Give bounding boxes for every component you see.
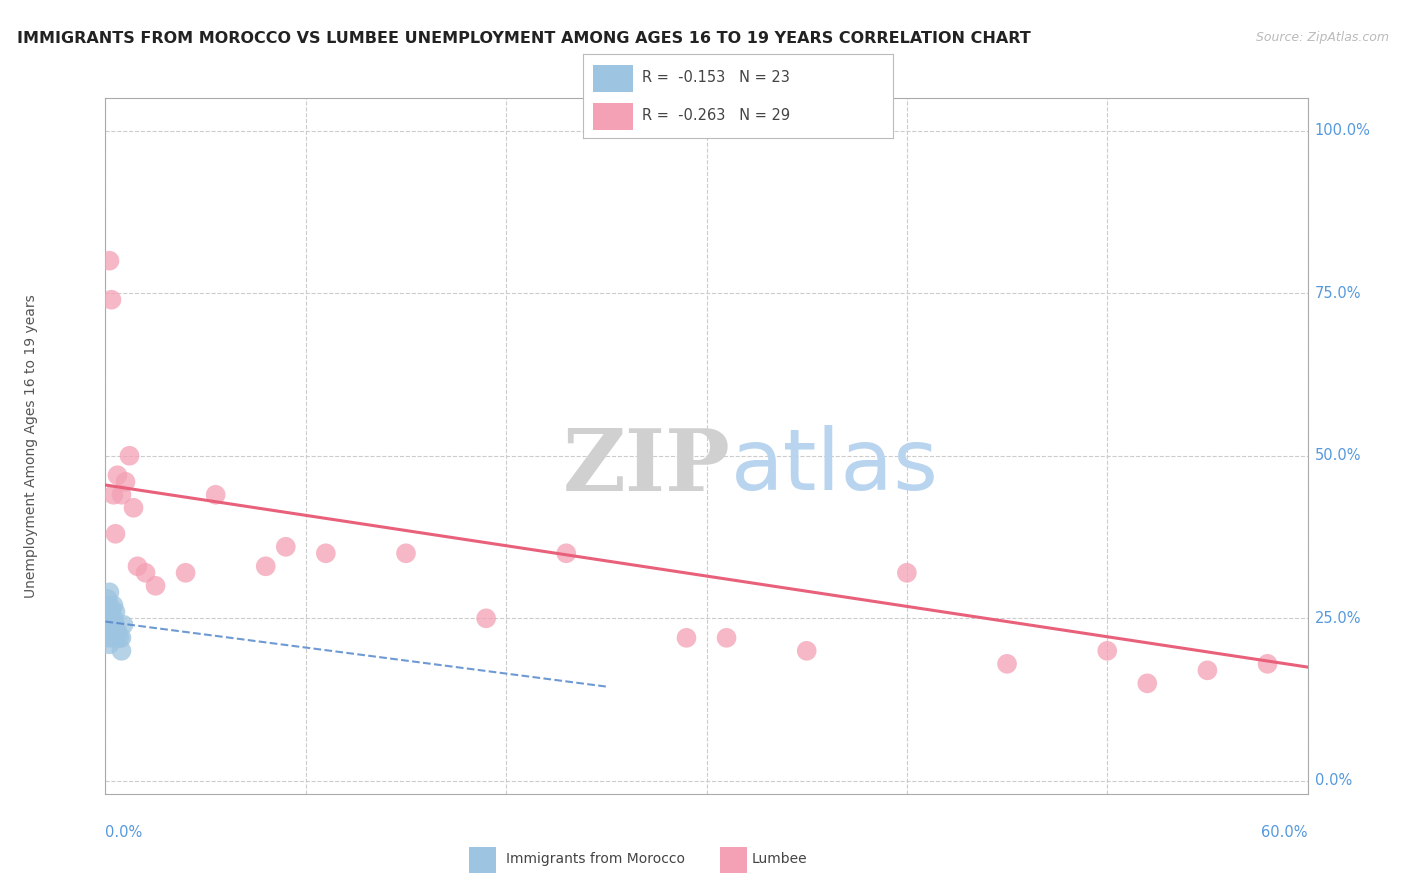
- Text: 50.0%: 50.0%: [1315, 449, 1361, 463]
- Point: [100, 631, 122, 645]
- Point: [104, 605, 127, 619]
- Point: [96, 631, 118, 645]
- Text: 25.0%: 25.0%: [1315, 611, 1361, 626]
- Point: [103, 611, 125, 625]
- Point: [204, 488, 226, 502]
- Point: [98, 585, 121, 599]
- Text: R =  -0.153   N = 23: R = -0.153 N = 23: [643, 70, 790, 85]
- Point: [100, 293, 122, 307]
- Point: [98, 611, 121, 625]
- Point: [896, 566, 918, 580]
- Point: [1257, 657, 1279, 671]
- Point: [98, 637, 121, 651]
- Point: [96, 605, 118, 619]
- Point: [104, 631, 127, 645]
- Point: [100, 605, 122, 619]
- Point: [114, 475, 136, 489]
- Point: [1197, 663, 1219, 677]
- Point: [103, 624, 125, 639]
- Point: [98, 253, 121, 268]
- Point: [127, 559, 149, 574]
- Text: 60.0%: 60.0%: [1261, 825, 1308, 840]
- Point: [98, 599, 121, 613]
- Point: [110, 644, 132, 658]
- Text: Source: ZipAtlas.com: Source: ZipAtlas.com: [1256, 31, 1389, 45]
- Text: atlas: atlas: [731, 425, 939, 508]
- Point: [108, 631, 131, 645]
- Text: ZIP: ZIP: [562, 425, 731, 508]
- Bar: [593, 103, 633, 130]
- Text: 0.0%: 0.0%: [1315, 773, 1351, 789]
- Point: [1136, 676, 1159, 690]
- Point: [104, 526, 127, 541]
- Text: Lumbee: Lumbee: [752, 852, 807, 865]
- Point: [555, 546, 578, 560]
- Point: [135, 566, 157, 580]
- Point: [118, 449, 141, 463]
- Point: [796, 644, 818, 658]
- Bar: [720, 847, 747, 872]
- Point: [254, 559, 277, 574]
- Point: [104, 617, 127, 632]
- Point: [110, 631, 132, 645]
- Point: [122, 500, 145, 515]
- Point: [475, 611, 498, 625]
- Point: [112, 617, 135, 632]
- Bar: [470, 847, 496, 872]
- Point: [103, 488, 125, 502]
- Text: IMMIGRANTS FROM MOROCCO VS LUMBEE UNEMPLOYMENT AMONG AGES 16 TO 19 YEARS CORRELA: IMMIGRANTS FROM MOROCCO VS LUMBEE UNEMPL…: [17, 31, 1031, 46]
- Point: [675, 631, 697, 645]
- Point: [96, 591, 118, 606]
- Point: [107, 624, 129, 639]
- Text: 75.0%: 75.0%: [1315, 285, 1361, 301]
- Point: [145, 579, 167, 593]
- Text: Immigrants from Morocco: Immigrants from Morocco: [506, 852, 685, 865]
- Point: [107, 468, 129, 483]
- Text: 0.0%: 0.0%: [105, 825, 142, 840]
- Point: [274, 540, 297, 554]
- Text: Unemployment Among Ages 16 to 19 years: Unemployment Among Ages 16 to 19 years: [24, 294, 38, 598]
- Text: R =  -0.263   N = 29: R = -0.263 N = 29: [643, 108, 790, 123]
- Point: [1097, 644, 1119, 658]
- Point: [96, 617, 118, 632]
- Point: [100, 617, 122, 632]
- Point: [995, 657, 1018, 671]
- Text: 100.0%: 100.0%: [1315, 123, 1371, 138]
- Point: [103, 599, 125, 613]
- Point: [110, 488, 132, 502]
- Point: [174, 566, 197, 580]
- Point: [98, 624, 121, 639]
- Point: [315, 546, 337, 560]
- Point: [716, 631, 738, 645]
- Point: [395, 546, 418, 560]
- Bar: [593, 64, 633, 92]
